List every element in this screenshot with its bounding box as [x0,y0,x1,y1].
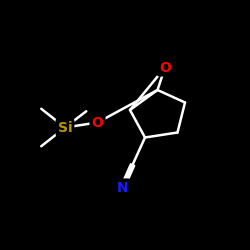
Text: O: O [92,116,104,130]
Text: Si: Si [58,120,72,134]
Text: N: N [117,180,128,194]
Text: O: O [159,60,171,74]
